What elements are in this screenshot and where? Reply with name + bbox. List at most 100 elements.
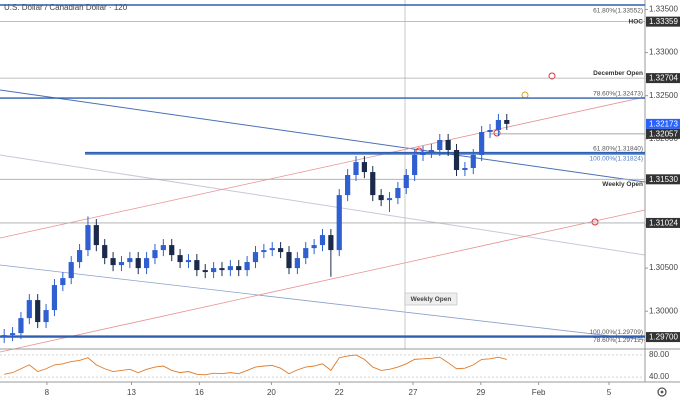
trendline [0, 96, 646, 239]
marker-circle [591, 218, 599, 226]
candle-body [118, 262, 125, 266]
price-label: 1.29700 [649, 333, 678, 342]
level-label: December Open [593, 70, 643, 77]
y-tick-label: 1.33500 [649, 5, 678, 14]
price-label: 1.33359 [649, 17, 678, 26]
level-label: 61.80%(1.33552) [593, 8, 643, 15]
candle-body [345, 175, 351, 196]
candle-body [495, 120, 502, 130]
price-label-box [646, 217, 680, 228]
candle-body [202, 270, 208, 273]
x-tick-label: 27 [409, 388, 418, 397]
annotation-box [404, 292, 458, 306]
price-label-box [646, 174, 680, 185]
candle-body [269, 248, 275, 251]
x-tick-label: 8 [45, 388, 50, 397]
candle-body [353, 162, 359, 175]
candle-body [9, 333, 16, 336]
candle-body [60, 278, 66, 286]
trendline [0, 154, 646, 256]
y-tick-label: 1.32500 [649, 91, 678, 100]
candle-body [110, 258, 116, 266]
trendline [0, 89, 646, 183]
marker-circle [548, 72, 556, 80]
rsi-tick-label: 40.00 [649, 372, 670, 381]
candle-body [386, 198, 393, 201]
candle-body [211, 268, 217, 273]
candle-body [143, 258, 150, 269]
x-tick-label: 16 [195, 388, 204, 397]
marker-circle [493, 129, 501, 137]
price-label-box [646, 16, 680, 27]
candle-body [336, 195, 342, 251]
candle-body [311, 245, 317, 249]
candle-body [479, 131, 485, 155]
candle-body [420, 151, 426, 155]
candle-body [35, 300, 41, 323]
candle-body [51, 285, 58, 311]
candle-body [412, 155, 418, 175]
candle-body [244, 262, 250, 271]
candle-body [127, 258, 133, 263]
candle-body [303, 248, 309, 259]
candle-body [361, 162, 367, 173]
gear[interactable] [657, 387, 667, 397]
candle-body [1, 335, 7, 338]
candle-body [76, 250, 83, 263]
level-label: 78.60%(1.29712) [593, 337, 643, 344]
x-tick-label: 20 [267, 388, 276, 397]
marker-circle [521, 91, 529, 99]
level-label: 61.80%(1.31840) [593, 145, 643, 152]
candle-body [26, 300, 32, 319]
candle-body [219, 268, 225, 271]
trendlines [0, 0, 646, 353]
price-label: 1.31024 [649, 219, 678, 228]
x-tick-label: 5 [607, 388, 612, 397]
x-tick-label: Feb [532, 388, 546, 397]
price-label: 1.32704 [649, 74, 678, 83]
y-tick-label: 1.30500 [649, 263, 678, 272]
candle-body [152, 250, 158, 259]
gear-center[interactable] [660, 390, 664, 394]
candle-body [319, 235, 326, 246]
price-label: 1.32173 [649, 119, 678, 128]
settings-icon[interactable] [657, 387, 667, 397]
candle-body [453, 150, 460, 170]
rsi-tick-label: 80.00 [649, 350, 670, 359]
candle-body [462, 168, 468, 170]
y-tick-label: 1.30000 [649, 306, 678, 315]
price-label: 1.32057 [649, 129, 678, 138]
candle-body [504, 120, 510, 124]
candle-body [437, 140, 443, 150]
annotation: Weekly Open [411, 296, 452, 303]
trendline [0, 264, 646, 341]
candle-body [68, 262, 74, 279]
candle-body [403, 175, 409, 189]
candle-body [470, 155, 476, 169]
candle-body [43, 310, 49, 323]
price-label-box [646, 128, 680, 139]
x-tick-label: 29 [476, 388, 485, 397]
x-tick-label: 13 [127, 388, 136, 397]
level-label: 78.60%(1.32473) [593, 91, 643, 98]
y-tick-label: 1.33000 [649, 48, 678, 57]
price-label-box [646, 332, 680, 343]
candle-body [18, 318, 24, 334]
candle-body [395, 188, 401, 199]
candle-body [194, 260, 200, 271]
candle-body [286, 252, 292, 269]
candle-body [378, 195, 384, 201]
level-label: 100.00%(1.31824) [590, 156, 644, 163]
level-label: Weekly Open [602, 181, 643, 188]
candle-body [236, 266, 242, 271]
candle-body [185, 260, 192, 263]
price-label: 1.31530 [649, 175, 678, 184]
candle-body [160, 245, 166, 251]
candle-body [169, 245, 175, 256]
candle-body [252, 252, 259, 263]
candle-body [93, 225, 99, 246]
level-label: HOC [629, 18, 644, 25]
candle-body [135, 258, 141, 269]
price-label-box [646, 118, 680, 129]
